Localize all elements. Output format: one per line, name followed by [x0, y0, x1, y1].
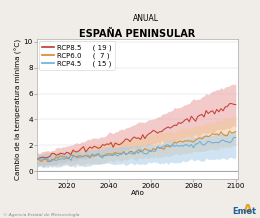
X-axis label: Año: Año: [131, 191, 144, 196]
Text: © Agencia Estatal de Meteorología: © Agencia Estatal de Meteorología: [3, 213, 79, 217]
Text: A: A: [243, 203, 252, 216]
Text: ANUAL: ANUAL: [133, 14, 159, 23]
Y-axis label: Cambio de la temperatura mínima (°C): Cambio de la temperatura mínima (°C): [15, 39, 22, 180]
Legend: RCP8.5     ( 19 ), RCP6.0     (  7 ), RCP4.5     ( 15 ): RCP8.5 ( 19 ), RCP6.0 ( 7 ), RCP4.5 ( 15…: [39, 41, 115, 70]
Text: Emet: Emet: [232, 207, 256, 216]
Title: ESPAÑA PENINSULAR: ESPAÑA PENINSULAR: [79, 29, 196, 39]
